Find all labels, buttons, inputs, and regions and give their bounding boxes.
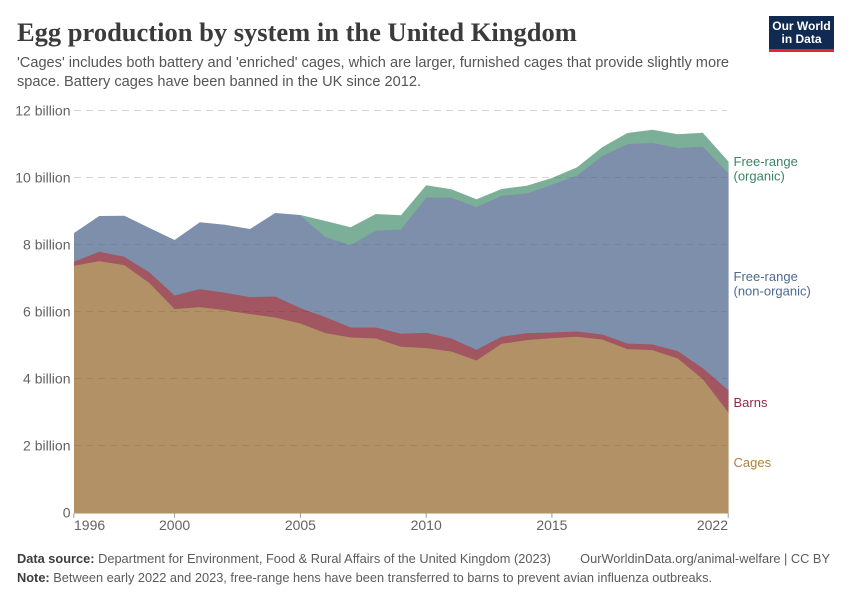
svg-text:8 billion: 8 billion <box>23 237 70 253</box>
svg-text:2000: 2000 <box>159 517 190 533</box>
svg-text:10 billion: 10 billion <box>15 170 70 186</box>
svg-text:1996: 1996 <box>74 517 105 533</box>
svg-text:Barns: Barns <box>734 395 768 410</box>
svg-text:Free-range: Free-range <box>734 269 798 284</box>
svg-text:2022: 2022 <box>697 517 728 533</box>
svg-text:12 billion: 12 billion <box>15 103 70 119</box>
svg-text:2 billion: 2 billion <box>23 438 70 454</box>
svg-text:(organic): (organic) <box>734 169 785 184</box>
svg-text:(non-organic): (non-organic) <box>734 284 811 299</box>
svg-text:4 billion: 4 billion <box>23 371 70 387</box>
svg-text:2015: 2015 <box>536 517 567 533</box>
svg-text:2005: 2005 <box>285 517 316 533</box>
svg-text:0: 0 <box>63 505 71 521</box>
svg-text:Free-range: Free-range <box>734 154 798 169</box>
svg-text:Cages: Cages <box>734 455 772 470</box>
svg-text:6 billion: 6 billion <box>23 304 70 320</box>
svg-text:2010: 2010 <box>411 517 442 533</box>
